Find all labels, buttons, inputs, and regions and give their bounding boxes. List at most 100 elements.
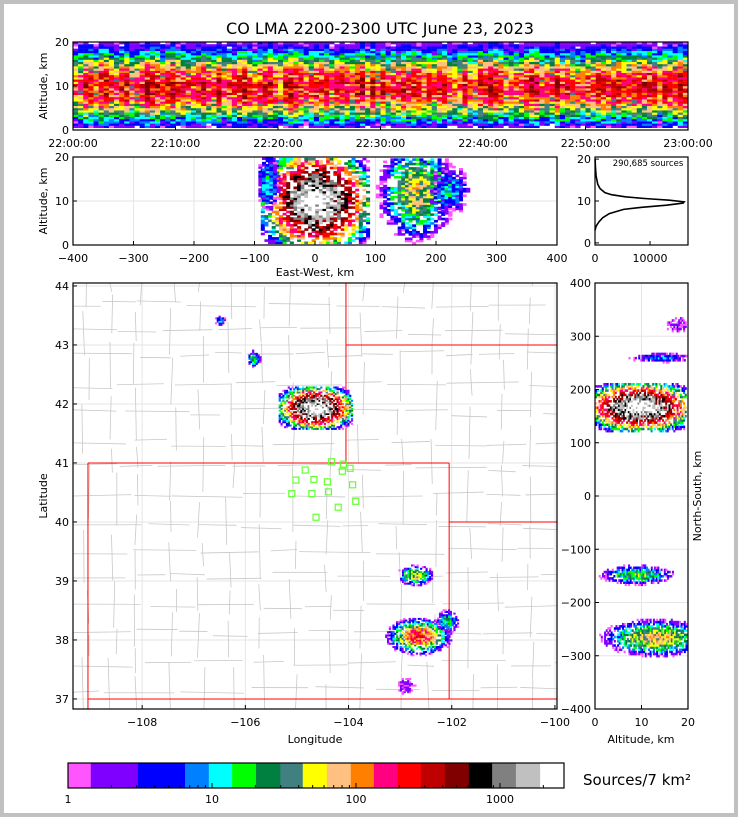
time-height-source-cell <box>149 53 156 56</box>
time-height-source-cell <box>83 53 89 56</box>
time-height-source-cell <box>554 123 561 126</box>
time-height-source-cell <box>477 105 484 109</box>
time-height-source-cell <box>221 50 227 54</box>
time-height-source-cell <box>324 75 330 78</box>
time-height-source-cell <box>155 112 161 115</box>
time-height-source-cell <box>595 70 602 73</box>
time-height-source-cell <box>534 94 540 98</box>
time-height-source-cell <box>196 79 202 82</box>
time-height-source-cell <box>283 61 289 65</box>
time-height-source-cell <box>452 92 458 95</box>
time-height-source-cell <box>221 119 227 122</box>
time-height-source-cell <box>472 48 479 51</box>
time-height-source-cell <box>544 110 550 113</box>
time-height-source-cell <box>375 90 381 93</box>
time-height-source-cell <box>201 108 207 111</box>
time-height-source-cell <box>190 70 197 73</box>
time-height-source-cell <box>606 119 612 122</box>
time-height-source-cell <box>554 64 561 67</box>
time-height-source-cell <box>278 50 284 54</box>
time-height-source-cell <box>114 105 120 109</box>
time-height-source-cell <box>73 55 79 58</box>
time-height-source-cell <box>165 64 171 67</box>
time-height-source-cell <box>339 108 345 111</box>
time-height-source-cell <box>457 94 463 98</box>
time-height-source-cell <box>73 70 79 73</box>
time-height-source-cell <box>119 86 125 89</box>
time-height-source-cell <box>257 99 263 102</box>
time-height-source-cell <box>247 121 253 124</box>
time-height-source-cell <box>672 79 678 82</box>
time-height-source-cell <box>641 97 648 100</box>
time-height-source-cell <box>175 66 181 69</box>
time-height-source-cell <box>641 123 648 126</box>
time-height-source-cell <box>108 88 115 91</box>
time-height-source-cell <box>647 57 653 60</box>
ew-height-source-cell <box>286 210 291 214</box>
time-height-source-cell <box>119 105 125 109</box>
time-height-source-cell <box>682 108 689 111</box>
ew-height-source-cell <box>289 212 294 216</box>
time-height-source-cell <box>354 44 361 47</box>
time-height-source-cell <box>119 103 125 106</box>
time-height-source-cell <box>472 53 479 56</box>
time-height-source-cell <box>606 110 612 113</box>
time-height-source-cell <box>652 44 658 47</box>
time-height-source-cell <box>554 110 561 113</box>
time-height-source-cell <box>278 116 284 120</box>
time-height-source-cell <box>308 92 315 95</box>
time-height-source-cell <box>278 75 284 78</box>
time-height-source-cell <box>339 42 345 45</box>
time-height-source-cell <box>124 105 130 109</box>
time-height-source-cell <box>375 110 381 113</box>
time-height-source-cell <box>283 77 289 80</box>
time-height-source-cell <box>513 92 520 95</box>
time-height-source-cell <box>267 105 274 109</box>
time-height-source-cell <box>190 42 197 45</box>
time-height-source-cell <box>308 46 315 49</box>
time-height-x-tick-label: 22:00:00 <box>48 137 97 150</box>
time-height-source-cell <box>247 92 253 95</box>
time-height-source-cell <box>170 70 176 73</box>
time-height-source-cell <box>354 112 361 115</box>
time-height-source-cell <box>524 77 530 80</box>
time-height-source-cell <box>385 61 391 65</box>
time-height-source-cell <box>493 79 499 82</box>
time-height-source-cell <box>477 44 484 47</box>
time-height-source-cell <box>349 72 356 76</box>
time-height-source-cell <box>108 114 115 117</box>
time-height-source-cell <box>129 48 135 51</box>
time-height-source-cell <box>226 72 233 76</box>
time-height-source-cell <box>549 57 555 60</box>
time-height-source-cell <box>462 121 468 124</box>
time-height-source-cell <box>365 86 371 89</box>
time-height-source-cell <box>103 97 110 100</box>
time-height-source-cell <box>185 101 192 104</box>
time-height-source-cell <box>83 108 89 111</box>
time-height-source-cell <box>406 61 412 65</box>
time-height-source-cell <box>641 110 648 113</box>
time-height-source-cell <box>329 59 335 62</box>
time-height-source-cell <box>518 125 525 128</box>
time-height-source-cell <box>600 50 607 54</box>
time-height-source-cell <box>641 77 648 80</box>
time-height-source-cell <box>662 119 668 122</box>
time-height-source-cell <box>344 68 350 71</box>
time-height-source-cell <box>385 108 391 111</box>
time-height-source-cell <box>283 116 289 120</box>
time-height-source-cell <box>293 110 299 113</box>
time-height-source-cell <box>93 103 99 106</box>
time-height-source-cell <box>308 116 315 120</box>
time-height-source-cell <box>401 44 407 47</box>
time-height-source-cell <box>662 90 668 93</box>
time-height-x-tick-label: 23:00:00 <box>663 137 712 150</box>
time-height-source-cell <box>257 42 263 45</box>
time-height-source-cell <box>565 88 571 91</box>
ew-height-source-cell <box>268 219 273 223</box>
time-height-source-cell <box>426 119 432 122</box>
time-height-source-cell <box>611 112 617 115</box>
time-height-source-cell <box>472 90 479 93</box>
time-height-source-cell <box>216 44 222 47</box>
ew-height-source-cell <box>289 197 294 201</box>
time-height-source-cell <box>354 103 361 106</box>
